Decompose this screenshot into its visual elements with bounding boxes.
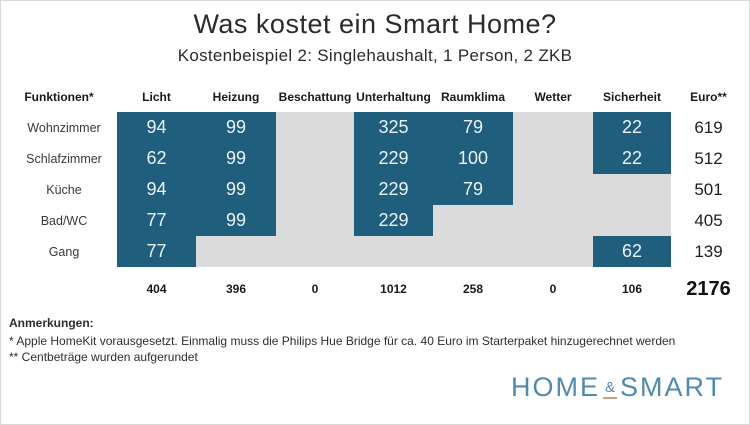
table-cell: 99	[196, 112, 276, 143]
row-label: Bad/WC	[40, 213, 88, 228]
column-header-raumklima: Raumklima	[440, 90, 506, 104]
table-cell	[276, 174, 354, 205]
table-cell	[433, 236, 513, 267]
footnotes: Anmerkungen: * Apple HomeKit vorausgeset…	[9, 315, 709, 365]
logo-text-smart: SMART	[619, 372, 724, 402]
table-header-row: Funktionen* Licht Heizung Beschattung Un…	[1, 87, 746, 107]
table-cell	[276, 205, 354, 236]
column-total: 0	[311, 282, 319, 296]
table-cell: 325	[354, 112, 433, 143]
table-cell: 94	[117, 112, 196, 143]
table-cell: 22	[593, 112, 671, 143]
table-cell: 99	[196, 143, 276, 174]
table-cell: 22	[593, 143, 671, 174]
column-total: 1012	[380, 282, 407, 296]
column-header-licht: Licht	[142, 90, 171, 104]
row-label: Wohnzimmer	[27, 120, 101, 135]
column-header-beschattung: Beschattung	[278, 90, 352, 104]
table-cell	[276, 112, 354, 143]
column-header-funktionen: Funktionen*	[24, 90, 94, 104]
row-total-euro: 405	[671, 205, 746, 236]
column-header-euro: Euro**	[690, 90, 727, 104]
table-cell	[513, 174, 593, 205]
footnote-homekit: * Apple HomeKit vorausgesetzt. Einmalig …	[9, 334, 676, 348]
column-total: 106	[621, 282, 643, 296]
table-cell: 229	[354, 205, 433, 236]
table-cell	[513, 143, 593, 174]
row-total-euro: 501	[671, 174, 746, 205]
column-header-sicherheit: Sicherheit	[602, 90, 662, 104]
row-total-euro: 139	[671, 236, 746, 267]
row-total-euro: 512	[671, 143, 746, 174]
column-total: 396	[225, 282, 247, 296]
column-header-unterhaltung: Unterhaltung	[356, 90, 431, 104]
column-total: 0	[549, 282, 557, 296]
table-body: Wohnzimmer 94 99 325 79 22 619 Schlafzim…	[1, 112, 746, 267]
row-total-euro: 619	[671, 112, 746, 143]
page-subtitle: Kostenbeispiel 2: Singlehaushalt, 1 Pers…	[177, 46, 573, 65]
table-cell	[593, 174, 671, 205]
table-cell	[513, 236, 593, 267]
column-header-heizung: Heizung	[212, 90, 260, 104]
table-cell: 94	[117, 174, 196, 205]
column-header-wetter: Wetter	[534, 90, 572, 104]
footnote-rounding: ** Centbeträge wurden aufgerundet	[9, 350, 198, 364]
page-title: Was kostet ein Smart Home?	[193, 9, 557, 39]
table-cell	[433, 205, 513, 236]
table-cell: 79	[433, 112, 513, 143]
homeandsmart-logo: HOME & SMART	[511, 372, 724, 403]
totals-row: 404 396 0 1012 258 0 106 2176	[1, 273, 746, 305]
table-cell	[276, 236, 354, 267]
table-cell: 79	[433, 174, 513, 205]
table-cell	[196, 236, 276, 267]
column-total: 404	[146, 282, 167, 296]
table-cell	[276, 143, 354, 174]
table-cell: 229	[354, 174, 433, 205]
logo-text-home: HOME	[510, 372, 600, 402]
table-cell: 99	[196, 174, 276, 205]
table-cell	[513, 205, 593, 236]
row-label: Gang	[48, 244, 80, 259]
table-cell: 62	[593, 236, 671, 267]
table-cell: 99	[196, 205, 276, 236]
logo-ampersand: &	[602, 379, 617, 399]
table-cell	[513, 112, 593, 143]
footnotes-heading: Anmerkungen:	[9, 316, 94, 330]
row-label: Schlafzimmer	[26, 151, 102, 166]
grand-total-euro: 2176	[686, 277, 731, 300]
table-cell: 77	[117, 205, 196, 236]
table-cell: 229	[354, 143, 433, 174]
table-cell: 100	[433, 143, 513, 174]
table-cell: 62	[117, 143, 196, 174]
column-total: 258	[462, 282, 484, 296]
table-cell	[593, 205, 671, 236]
row-label: Küche	[46, 182, 82, 197]
table-cell	[354, 236, 433, 267]
table-cell: 77	[117, 236, 196, 267]
